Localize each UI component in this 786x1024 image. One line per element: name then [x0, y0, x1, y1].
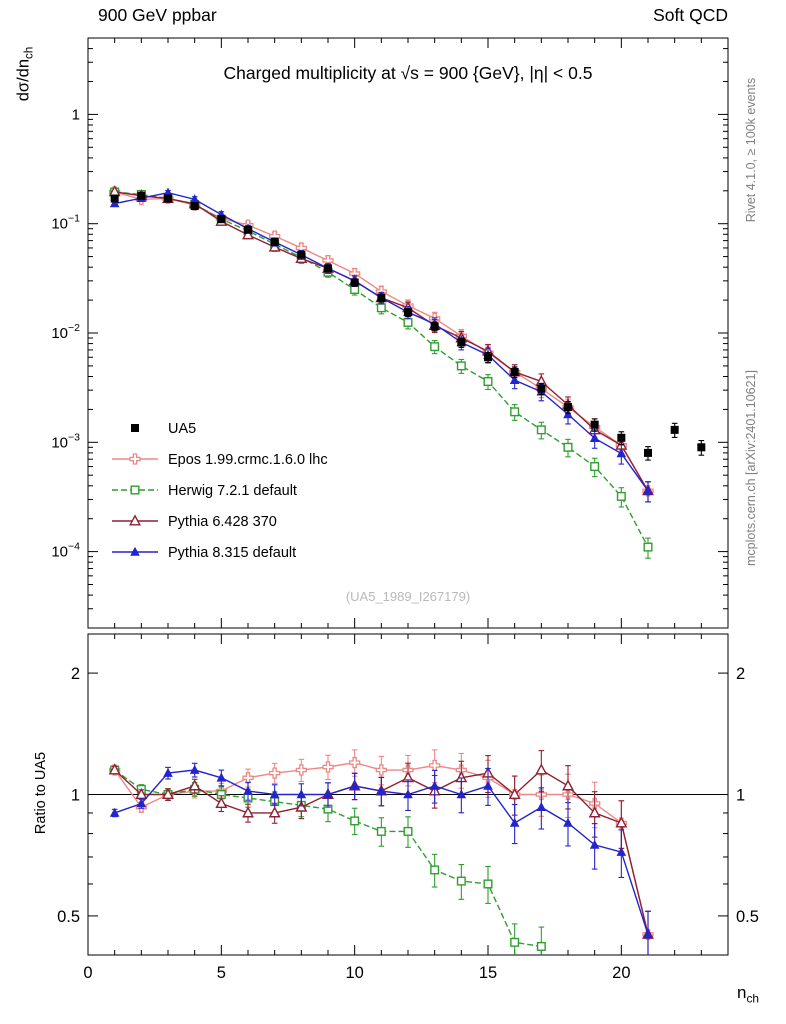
y-tick-label: 10−3: [51, 431, 80, 451]
legend-label: Epos 1.99.crmc.1.6.0 lhc: [168, 452, 328, 468]
ratio-tick-label-right: 2: [736, 665, 745, 683]
legend-item-epos-1-99-crmc-1-6-0-lhc: Epos 1.99.crmc.1.6.0 lhc: [112, 452, 328, 468]
x-tick-label: 20: [612, 964, 630, 982]
y-tick-label: 10−1: [51, 213, 80, 233]
plot-title: Charged multiplicity at √s = 900 {GeV}, …: [223, 63, 593, 83]
legend-label: Pythia 6.428 370: [168, 514, 277, 530]
series-main-herwig-7-2-1-default: [110, 187, 653, 559]
ratio-tick-label-left: 1: [71, 787, 80, 805]
x-tick-label: 15: [479, 964, 497, 982]
ratio-tick-label-left: 2: [71, 665, 80, 683]
legend: UA5 Epos 1.99.crmc.1.6.0 lhc Herwig 7.2.1 …: [112, 421, 328, 561]
x-tick-label: 0: [83, 964, 92, 982]
x-tick-label: 5: [217, 964, 226, 982]
legend-label: Pythia 8.315 default: [168, 545, 296, 561]
analysis-id-watermark: (UA5_1989_I267179): [345, 589, 471, 604]
series-main-ua5: [110, 191, 706, 461]
y-tick-label: 10−4: [51, 541, 80, 561]
series-ratio-pythia-8-315-default: [109, 762, 653, 955]
axis-ticks: [87, 37, 729, 956]
legend-item-pythia-6-428-370: Pythia 6.428 370: [112, 514, 277, 530]
x-tick-label: 10: [345, 964, 363, 982]
ratio-tick-label-left: 0.5: [57, 908, 80, 926]
x-axis-label: nch: [737, 983, 760, 1006]
legend-label: UA5: [168, 421, 196, 437]
y-tick-label: 10−2: [51, 322, 80, 342]
legend-item-ua5: UA5: [131, 421, 196, 437]
legend-item-pythia-8-315-default: Pythia 8.315 default: [112, 545, 296, 561]
legend-item-herwig-7-2-1-default: Herwig 7.2.1 default: [112, 483, 297, 499]
ratio-tick-label-right: 1: [736, 787, 745, 805]
beam-energy-label: 900 GeV ppbar: [98, 5, 217, 25]
y-tick-label: 1: [72, 106, 80, 123]
tick-labels: 0 5 10 15 20 1 10−1 10−2 10−3 10−4 0.5 0.5 1 1 2 2: [51, 106, 759, 982]
process-group-label: Soft QCD: [653, 5, 728, 25]
legend-label: Herwig 7.2.1 default: [168, 483, 297, 499]
ratio-tick-label-right: 0.5: [736, 908, 759, 926]
